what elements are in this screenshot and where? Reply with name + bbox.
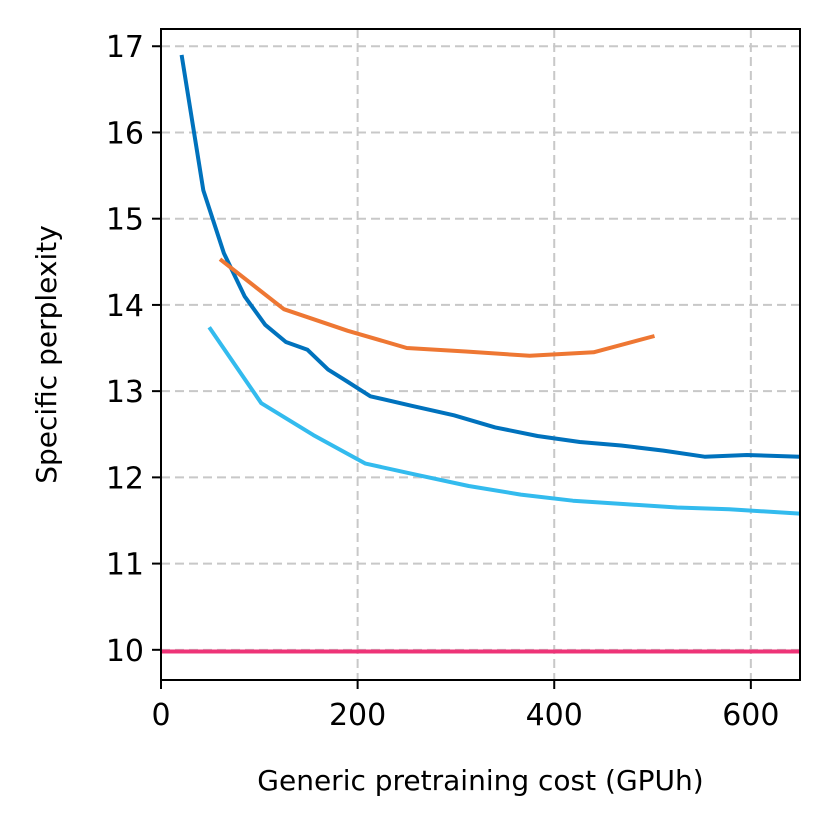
x-tick-label: 400 <box>526 698 583 733</box>
series-orange-line <box>218 257 656 358</box>
series-group <box>161 54 801 654</box>
y-tick-label: 10 <box>106 634 144 669</box>
y-tick-label: 17 <box>106 30 144 65</box>
x-tick-label: 200 <box>329 698 386 733</box>
series-dark-blue-line <box>179 54 801 459</box>
x-tick-label: 600 <box>722 698 779 733</box>
y-axis-label: Specific perplexity <box>30 225 63 484</box>
x-tick-label: 0 <box>151 698 170 733</box>
y-tick-label: 14 <box>106 289 144 324</box>
plot-frame <box>160 28 801 681</box>
ticks: 0 200 400 600 10 11 12 13 14 15 16 17 <box>106 30 780 733</box>
series-light-blue-line <box>207 326 801 516</box>
y-tick-label: 13 <box>106 375 144 410</box>
y-tick-label: 16 <box>106 116 144 151</box>
x-axis-label: Generic pretraining cost (GPUh) <box>257 764 703 797</box>
y-tick-label: 15 <box>106 203 144 238</box>
y-tick-label: 11 <box>106 548 144 583</box>
y-tick-label: 12 <box>106 461 144 496</box>
